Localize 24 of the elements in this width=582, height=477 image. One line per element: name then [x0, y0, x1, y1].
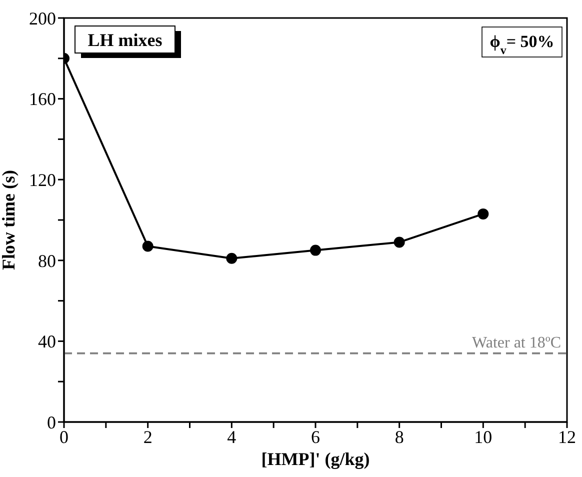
point [142, 240, 154, 252]
y-tick-label: 40 [38, 332, 56, 352]
y-tick-label: 120 [29, 170, 56, 190]
annotation: ϕ$_{v}$= 50% [490, 32, 554, 57]
x-tick-label: 8 [394, 426, 404, 447]
annotation: LH mixes [88, 30, 162, 50]
point [226, 252, 238, 264]
x-tick-label: 4 [227, 426, 236, 447]
x-tick-label: 12 [558, 426, 576, 447]
point [394, 236, 405, 248]
label-box: ϕ$_{v}$= 50% [482, 26, 562, 58]
y-tick-label: 0 [47, 412, 56, 432]
x-tick-label: 0 [60, 426, 68, 447]
ref-line-label: Water at 18ºC [472, 334, 561, 352]
y-tick-label: 200 [29, 8, 56, 28]
y-tick-label: 160 [29, 89, 56, 110]
x-tick-label: 6 [311, 426, 320, 447]
x-tick-label: 2 [143, 426, 152, 447]
y-axis-title: Flow time (s) [0, 170, 18, 270]
point [478, 208, 489, 220]
point [310, 244, 321, 256]
x-axis-title: [HMP]' (g/kg) [261, 449, 370, 469]
y-tick-label: 80 [38, 250, 56, 271]
x-tick-label: 10 [474, 426, 492, 447]
